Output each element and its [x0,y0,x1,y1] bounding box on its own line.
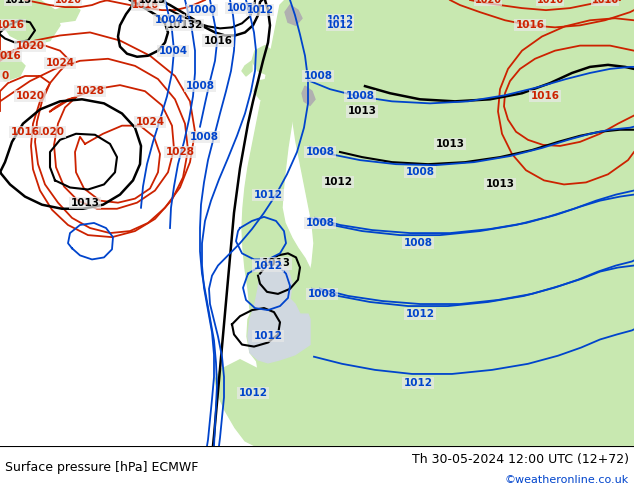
Text: 1012: 1012 [327,21,354,30]
Polygon shape [285,5,302,25]
Text: 1008: 1008 [190,132,219,142]
Text: 1012: 1012 [403,378,432,388]
Polygon shape [55,5,80,22]
Polygon shape [0,0,60,46]
Polygon shape [0,50,25,81]
Text: 1028: 1028 [75,86,105,96]
Text: 1012: 1012 [238,388,268,398]
Text: 1008: 1008 [226,3,254,13]
Text: 1012: 1012 [406,309,434,319]
Text: 1020: 1020 [15,41,44,50]
Text: 1008: 1008 [306,218,335,228]
Text: 1008: 1008 [346,91,375,101]
Text: 1016: 1016 [131,0,158,10]
Text: 1020: 1020 [55,0,82,5]
Text: 1028: 1028 [165,147,195,157]
Text: 1016: 1016 [592,0,619,5]
Text: 1008: 1008 [186,81,214,91]
Text: 1012: 1012 [254,261,283,270]
Polygon shape [247,299,292,367]
Text: 1008: 1008 [307,289,337,299]
Text: 1004: 1004 [158,46,188,56]
Text: 1008: 1008 [306,147,335,157]
Text: 1013: 1013 [347,106,377,117]
Polygon shape [305,61,330,91]
Text: 1012: 1012 [247,5,273,15]
Text: 1012: 1012 [254,190,283,199]
Text: 016: 016 [0,51,21,61]
Text: 0: 0 [1,71,9,81]
Text: 1013: 1013 [486,179,515,190]
Polygon shape [291,0,634,446]
Text: 1000: 1000 [188,5,216,15]
Text: 1008: 1008 [304,71,332,81]
Polygon shape [215,344,310,446]
Text: 1008: 1008 [403,238,432,248]
Text: 1020: 1020 [36,127,65,137]
Text: 1012: 1012 [327,15,354,25]
Text: 1016: 1016 [204,36,233,46]
Text: 1016: 1016 [11,127,39,137]
Polygon shape [310,0,360,50]
Polygon shape [248,258,310,363]
Text: 1016: 1016 [531,91,559,101]
Text: 1013: 1013 [261,259,290,269]
Text: 1012: 1012 [254,331,283,342]
Text: 1024: 1024 [46,58,75,68]
Polygon shape [254,79,275,99]
Text: 1004: 1004 [155,15,184,25]
Text: 1020: 1020 [474,0,501,5]
Text: 1013: 1013 [436,139,465,149]
Polygon shape [242,0,312,446]
Text: 1016: 1016 [0,21,25,30]
Text: 1016: 1016 [536,0,564,5]
Text: 10132: 10132 [167,21,203,30]
Text: Surface pressure [hPa] ECMWF: Surface pressure [hPa] ECMWF [5,462,198,474]
Text: 1013: 1013 [4,0,32,5]
Polygon shape [242,61,252,76]
Text: Th 30-05-2024 12:00 UTC (12+72): Th 30-05-2024 12:00 UTC (12+72) [412,453,629,466]
Text: ©weatheronline.co.uk: ©weatheronline.co.uk [505,475,629,485]
Text: 1012: 1012 [323,177,353,187]
Polygon shape [302,86,315,105]
Text: 1013: 1013 [138,0,165,5]
Text: 1013: 1013 [70,197,100,208]
Polygon shape [252,46,280,76]
Text: 1008: 1008 [406,167,434,177]
Text: 1024: 1024 [136,117,165,126]
Text: 1016: 1016 [515,21,545,30]
Text: 1020: 1020 [15,91,44,101]
